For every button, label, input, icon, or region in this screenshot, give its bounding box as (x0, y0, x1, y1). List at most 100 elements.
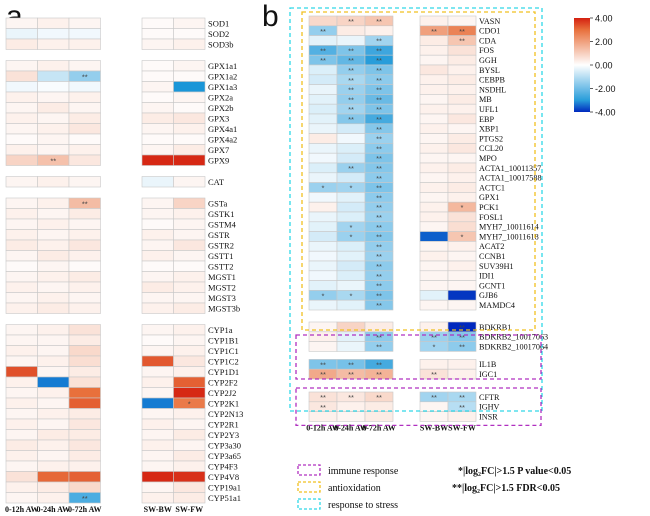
heat-cell (37, 91, 70, 103)
heat-cell (141, 250, 174, 262)
heat-cell (5, 302, 38, 314)
heat-cell (173, 102, 206, 114)
panel-a-row-GPX2a: GPX2a (5, 91, 233, 103)
heat-cell (173, 60, 206, 72)
gene-label: CEBPB (479, 76, 505, 85)
heat-cell (5, 102, 38, 114)
gene-label: MYH7_10011614 (479, 223, 539, 232)
heat-cell (37, 418, 70, 430)
panel-b-row-ACTA1_10017588: ** ACTA1_10017588 (308, 172, 542, 183)
heat-cell (68, 450, 101, 462)
heat-cell (447, 143, 477, 154)
significance-mark: ** (376, 135, 382, 144)
heat-cell (419, 35, 449, 46)
heat-cell (141, 112, 174, 124)
heat-cell (173, 429, 206, 441)
significance-mark: ** (82, 494, 88, 503)
gene-label: CYP1C1 (208, 346, 239, 356)
heat-cell (308, 133, 338, 144)
heat-cell (37, 376, 70, 388)
heat-cell (141, 292, 174, 304)
heat-cell (5, 133, 38, 145)
significance-mark: ** (376, 233, 382, 242)
gene-label: IGC1 (479, 370, 497, 379)
panel-a-row-GSTR: GSTR (5, 229, 230, 241)
heat-cell (68, 260, 101, 272)
heat-cell (68, 366, 101, 378)
heat-cell (68, 334, 101, 346)
heat-cell (5, 239, 38, 251)
heat-cell (5, 218, 38, 230)
gene-label: GGH (479, 56, 497, 65)
heat-cell (37, 176, 70, 188)
panel-a-row-CYP1a: CYP1a (5, 324, 233, 336)
significance-mark: ** (376, 370, 382, 379)
heat-cell (173, 271, 206, 283)
heat-cell (68, 239, 101, 251)
heat-cell (308, 201, 338, 213)
heat-cell (68, 123, 101, 135)
gene-label: GSTK1 (208, 209, 234, 219)
heat-cell (308, 172, 338, 183)
panel-a-x-label: SW-BW (144, 505, 172, 514)
heat-cell (68, 154, 101, 166)
heat-cell (447, 211, 477, 223)
heat-cell (447, 162, 477, 174)
heat-cell (68, 387, 101, 399)
significance-mark: ** (459, 393, 465, 402)
gene-label: GPX3 (208, 113, 229, 123)
significance-mark: ** (320, 360, 326, 369)
gene-label: CYP1C2 (208, 356, 239, 366)
heat-cell (5, 460, 38, 472)
gene-label: CYP2R1 (208, 419, 239, 429)
heat-cell (68, 38, 101, 50)
heat-cell (364, 299, 394, 311)
heat-cell (419, 280, 449, 291)
panel-a-row-SOD1: SOD1 (5, 17, 229, 29)
panel-a-row-CYP4V8: CYP4V8 (5, 471, 239, 483)
gene-label: GPX1a3 (208, 82, 237, 92)
heat-cell (173, 176, 206, 188)
heat-cell (5, 176, 38, 188)
heat-cell (68, 102, 101, 114)
stress-box (289, 7, 543, 412)
heat-cell (173, 38, 206, 50)
gene-label: GPX1a1 (208, 61, 237, 71)
heat-cell (5, 112, 38, 124)
panel-a-row-CYP3a65: CYP3a65 (5, 450, 241, 462)
heat-cell (68, 429, 101, 441)
panel-b-row-EBP: ** ** EBP (308, 113, 494, 125)
panel-a-row-CYP4F3: CYP4F3 (5, 460, 238, 472)
significance-mark: * (322, 291, 325, 300)
gene-label: GJB6 (479, 291, 498, 300)
panel-a-row-CAT: CAT (5, 176, 225, 188)
gene-label: CYP1B1 (208, 335, 239, 345)
heat-cell (308, 192, 338, 203)
heat-cell (37, 408, 70, 420)
gene-label: GPX4a1 (208, 124, 237, 134)
heat-cell (141, 38, 174, 50)
heat-cell (447, 54, 477, 66)
panel-a-row-CYP19a1: CYP19a1 (5, 481, 241, 493)
significance-mark: ** (459, 27, 465, 36)
heat-cell (141, 366, 174, 378)
panel-a-row-GPX1a3: GPX1a3 (5, 81, 237, 93)
immune-box-2 (295, 387, 542, 427)
heat-cell (141, 345, 174, 357)
heat-cell (37, 208, 70, 220)
significance-mark: * (350, 233, 353, 242)
significance-mark: * (461, 203, 464, 212)
heat-cell (68, 81, 101, 93)
gene-label: MGST3 (208, 293, 236, 303)
panel-b-x-label: SW-FW (448, 423, 476, 432)
heat-cell (447, 341, 477, 352)
immune-box-1 (295, 334, 542, 380)
significance-mark: ** (376, 164, 382, 173)
significance-mark: ** (376, 272, 382, 281)
heat-cell (173, 366, 206, 378)
gene-label: CYP1a (208, 325, 233, 335)
panel-a-row-CYP1D1: CYP1D1 (5, 366, 239, 378)
heat-cell (447, 133, 477, 144)
heat-cell (141, 408, 174, 420)
gene-label: MGST2 (208, 282, 236, 292)
